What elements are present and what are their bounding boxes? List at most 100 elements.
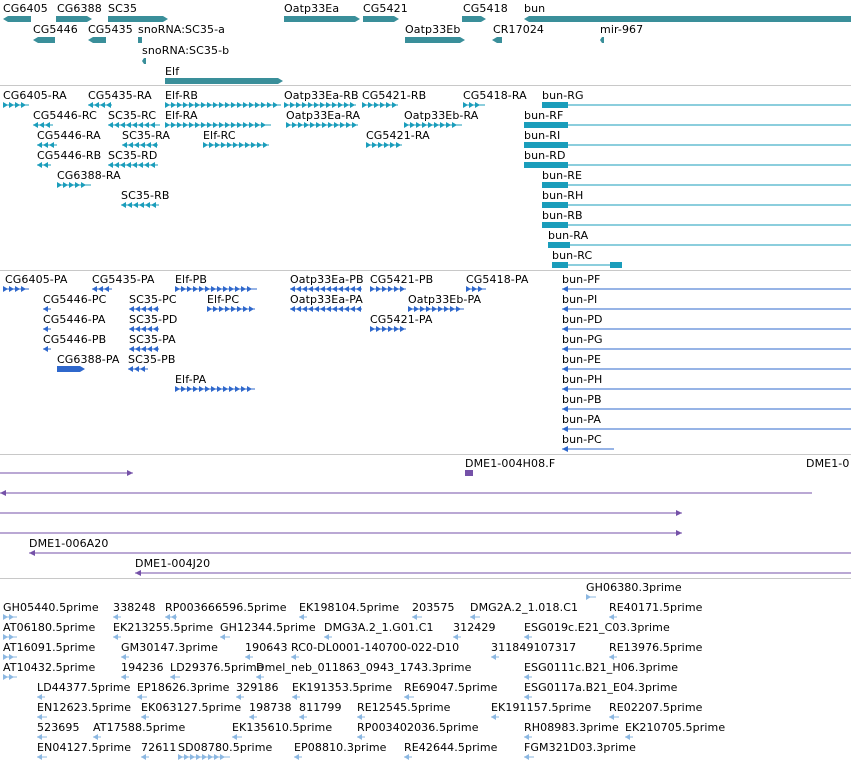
- est-label[interactable]: RE69047.5prime: [404, 681, 498, 694]
- est-label[interactable]: AT10432.5prime: [3, 661, 96, 674]
- transcript-glyph[interactable]: [108, 162, 158, 168]
- est-glyph[interactable]: [294, 754, 302, 760]
- est-label[interactable]: ESG0111c.B21_H06.3prime: [524, 661, 679, 674]
- cdna-label[interactable]: DME1-004J20: [135, 557, 211, 570]
- cdna-glyph[interactable]: [29, 550, 851, 556]
- cdna-label[interactable]: DME1-006A20: [29, 537, 109, 550]
- est-glyph[interactable]: [292, 694, 300, 700]
- transcript-glyph[interactable]: [542, 102, 851, 108]
- est-label[interactable]: EP08810.3prime: [294, 741, 387, 754]
- est-label[interactable]: AT16091.5prime: [3, 641, 96, 654]
- cdna-label[interactable]: DME1-0: [806, 457, 850, 470]
- est-glyph[interactable]: [357, 714, 365, 720]
- transcript-glyph[interactable]: [286, 122, 358, 128]
- protein-glyph[interactable]: [562, 286, 851, 292]
- est-glyph[interactable]: [141, 714, 149, 720]
- est-glyph[interactable]: [113, 614, 121, 620]
- est-label[interactable]: RE02207.5prime: [609, 701, 703, 714]
- transcript-label[interactable]: SC35-RB: [121, 189, 170, 202]
- protein-label[interactable]: Oatp33Eb-PA: [408, 293, 482, 306]
- est-label[interactable]: 198738: [249, 701, 292, 714]
- transcript-label[interactable]: CG5435-RA: [88, 89, 152, 102]
- est-label[interactable]: GM30147.3prime: [121, 641, 218, 654]
- est-glyph[interactable]: [137, 694, 147, 700]
- est-label[interactable]: GH06380.3prime: [586, 581, 682, 594]
- est-label[interactable]: 72611: [141, 741, 177, 754]
- protein-label[interactable]: bun-PE: [562, 353, 602, 366]
- est-label[interactable]: 311849107317: [491, 641, 577, 654]
- est-glyph[interactable]: [245, 654, 253, 660]
- transcript-label[interactable]: CG5421-RB: [362, 89, 427, 102]
- protein-label[interactable]: CG5418-PA: [466, 273, 529, 286]
- transcript-exon[interactable]: [542, 222, 568, 228]
- transcript-glyph[interactable]: [362, 102, 398, 108]
- est-label[interactable]: 811799: [299, 701, 342, 714]
- est-glyph[interactable]: [37, 694, 45, 700]
- est-glyph[interactable]: [178, 754, 230, 760]
- est-label[interactable]: 329186: [236, 681, 279, 694]
- gene-label[interactable]: Oatp33Ea: [284, 2, 340, 15]
- est-label[interactable]: EK191157.5prime: [491, 701, 592, 714]
- est-label[interactable]: GH12344.5prime: [220, 621, 316, 634]
- est-label[interactable]: 194236: [121, 661, 164, 674]
- est-label[interactable]: RP003402036.5prime: [357, 721, 479, 734]
- transcript-exon[interactable]: [548, 242, 570, 248]
- gene-glyph[interactable]: [405, 37, 465, 43]
- transcript-label[interactable]: bun-RA: [548, 229, 589, 242]
- protein-label[interactable]: CG5421-PB: [370, 273, 434, 286]
- est-label[interactable]: ESG019c.E21_C03.3prime: [524, 621, 670, 634]
- transcript-label[interactable]: bun-RH: [542, 189, 584, 202]
- protein-label[interactable]: SC35-PB: [128, 353, 176, 366]
- protein-glyph[interactable]: [562, 346, 851, 352]
- transcript-exon[interactable]: [524, 142, 568, 148]
- est-glyph[interactable]: [524, 694, 532, 700]
- est-glyph[interactable]: [3, 674, 17, 680]
- est-glyph[interactable]: [609, 654, 617, 660]
- est-label[interactable]: Dmel_neb_011863_0943_1743.3prime: [256, 661, 472, 674]
- protein-label[interactable]: CG6405-PA: [5, 273, 68, 286]
- protein-glyph[interactable]: [175, 286, 257, 292]
- est-label[interactable]: 190643: [245, 641, 288, 654]
- transcript-glyph[interactable]: [57, 182, 91, 188]
- est-label[interactable]: FGM321D03.3prime: [524, 741, 636, 754]
- transcript-label[interactable]: bun-RD: [524, 149, 566, 162]
- protein-glyph[interactable]: [175, 386, 255, 392]
- protein-glyph[interactable]: [562, 406, 851, 412]
- gene-glyph[interactable]: [363, 16, 399, 22]
- est-label[interactable]: EK135610.5prime: [232, 721, 333, 734]
- protein-label[interactable]: SC35-PD: [129, 313, 178, 326]
- est-label[interactable]: RP003666596.5prime: [165, 601, 287, 614]
- transcript-glyph[interactable]: [37, 142, 57, 148]
- transcript-glyph[interactable]: [404, 122, 462, 128]
- est-label[interactable]: AT06180.5prime: [3, 621, 96, 634]
- protein-label[interactable]: Elf-PB: [175, 273, 208, 286]
- est-glyph[interactable]: [412, 614, 422, 620]
- est-label[interactable]: 203575: [412, 601, 455, 614]
- est-label[interactable]: RC0-DL0001-140700-022-D10: [291, 641, 460, 654]
- transcript-label[interactable]: Oatp33Eb-RA: [404, 109, 479, 122]
- transcript-glyph[interactable]: [463, 102, 485, 108]
- est-label[interactable]: RE42644.5prime: [404, 741, 498, 754]
- est-glyph[interactable]: [3, 654, 17, 660]
- est-glyph[interactable]: [404, 754, 412, 760]
- protein-glyph[interactable]: [129, 346, 159, 352]
- protein-glyph[interactable]: [129, 306, 159, 312]
- est-glyph[interactable]: [299, 714, 307, 720]
- transcript-glyph[interactable]: [165, 122, 271, 128]
- est-label[interactable]: RH08983.3prime: [524, 721, 619, 734]
- transcript-glyph[interactable]: [3, 102, 29, 108]
- est-glyph[interactable]: [470, 614, 480, 620]
- transcript-label[interactable]: Oatp33Ea-RA: [286, 109, 361, 122]
- est-label[interactable]: 312429: [453, 621, 496, 634]
- est-label[interactable]: GH05440.5prime: [3, 601, 99, 614]
- protein-label[interactable]: bun-PI: [562, 293, 598, 306]
- gene-glyph[interactable]: [600, 37, 604, 43]
- gene-glyph[interactable]: [108, 16, 168, 22]
- est-glyph[interactable]: [524, 634, 532, 640]
- protein-label[interactable]: bun-PB: [562, 393, 602, 406]
- protein-label[interactable]: CG5446-PC: [43, 293, 107, 306]
- gene-label[interactable]: CG5418: [463, 2, 508, 15]
- transcript-label[interactable]: CG5446-RC: [33, 109, 97, 122]
- transcript-label[interactable]: bun-RG: [542, 89, 584, 102]
- est-label[interactable]: EK191353.5prime: [292, 681, 393, 694]
